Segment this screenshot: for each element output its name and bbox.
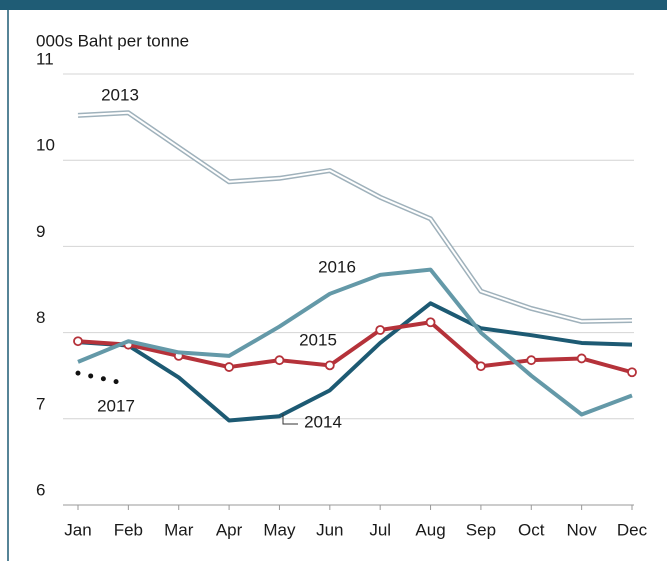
y-tick-label: 8	[36, 308, 45, 327]
series-label: 2016	[318, 257, 356, 276]
series-line	[77, 267, 633, 417]
x-tick-label: Dec	[617, 520, 648, 539]
series-marker	[576, 353, 587, 364]
series-marker	[375, 325, 386, 335]
x-tick-label: Feb	[114, 520, 143, 539]
x-tick-label: Sep	[466, 520, 496, 539]
x-tick-label: Aug	[415, 520, 445, 539]
x-tick-label: Jan	[64, 520, 91, 539]
series-marker	[224, 362, 234, 372]
series-line	[75, 370, 131, 387]
y-tick-label: 7	[36, 394, 45, 413]
series-marker	[73, 336, 83, 347]
series-line	[77, 110, 633, 324]
top-band	[0, 0, 667, 10]
y-axis-label: 000s Baht per tonne	[36, 31, 189, 50]
series-line	[77, 320, 633, 375]
y-tick-label: 10	[36, 136, 55, 155]
label-leader	[282, 414, 298, 425]
y-tick-label: 9	[36, 222, 45, 241]
series-marker	[274, 355, 285, 366]
series-marker	[627, 367, 637, 378]
series-label: 2014	[304, 412, 342, 431]
series-label: 2015	[299, 330, 337, 349]
series-label: 2013	[101, 85, 139, 104]
x-tick-label: Oct	[518, 520, 545, 539]
x-tick-label: Jul	[369, 520, 391, 539]
x-tick-label: Nov	[567, 520, 598, 539]
x-tick-label: May	[263, 520, 296, 539]
series-label: 2017	[97, 396, 135, 415]
series-marker	[476, 361, 486, 372]
series-line-inner	[77, 111, 633, 323]
y-tick-label: 6	[36, 480, 45, 499]
x-tick-label: Apr	[216, 520, 243, 539]
series-marker	[324, 360, 335, 371]
x-tick-label: Jun	[316, 520, 343, 539]
series-marker	[425, 317, 436, 328]
series-marker	[526, 355, 537, 366]
y-tick-label: 11	[36, 49, 54, 68]
x-tick-label: Mar	[164, 520, 194, 539]
series-line	[77, 301, 633, 423]
